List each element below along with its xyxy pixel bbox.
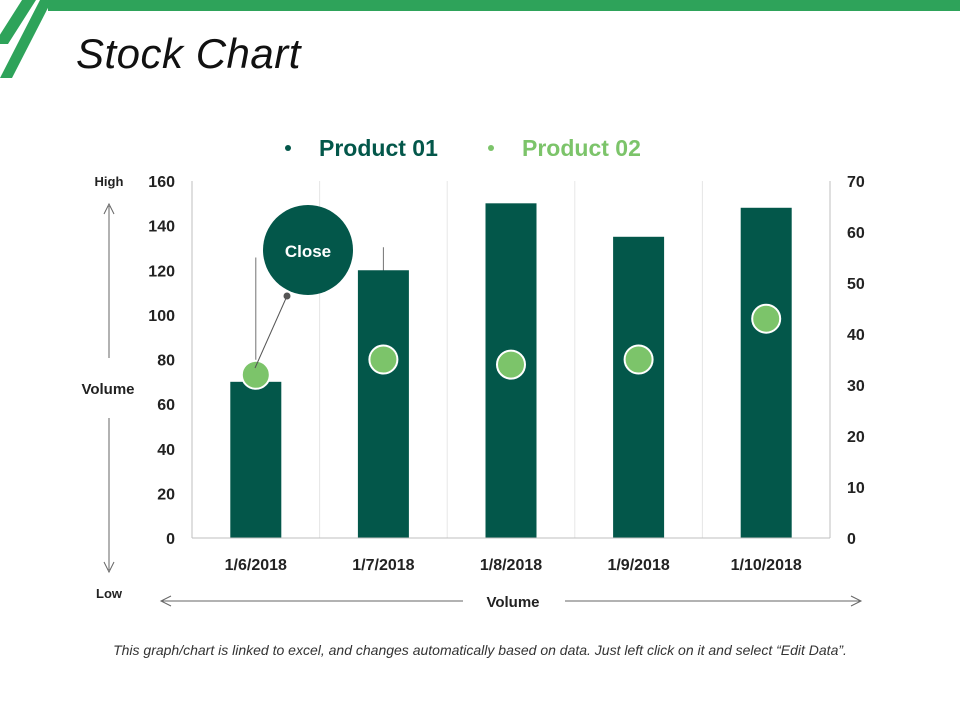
- low-arrowhead-icon: [103, 561, 115, 574]
- legend-label-product-02: Product 02: [522, 135, 641, 161]
- callout-label: Close: [285, 242, 331, 261]
- top-accent-bar: [48, 0, 960, 11]
- left-tick-label: 120: [148, 263, 175, 280]
- volume-bar: [613, 236, 665, 538]
- left-tick-label: 0: [166, 531, 175, 548]
- legend-label-product-01: Product 01: [319, 135, 438, 161]
- callout-pointer-dot: [283, 292, 291, 300]
- callout-pointer-line: [254, 295, 288, 369]
- corner-stripe-2: [0, 0, 52, 78]
- category-label: 1/7/2018: [352, 557, 414, 574]
- legend-bullet-product-02: [488, 145, 494, 151]
- right-tick-label: 60: [847, 225, 865, 242]
- left-tick-label: 80: [157, 353, 175, 370]
- left-tick-label: 100: [148, 308, 175, 325]
- volume-label-vertical: Volume: [81, 381, 134, 398]
- volume-arrowhead-right-icon: [850, 595, 863, 607]
- volume-bar: [740, 207, 792, 538]
- volume-label-horizontal: Volume: [486, 594, 539, 611]
- right-tick-label: 20: [847, 429, 865, 446]
- category-label: 1/10/2018: [731, 557, 802, 574]
- right-tick-label: 30: [847, 378, 865, 395]
- callout-bubble: [263, 205, 353, 295]
- right-tick-label: 50: [847, 276, 865, 293]
- left-tick-label: 160: [148, 174, 175, 191]
- volume-bar: [357, 270, 409, 538]
- close-marker: [623, 344, 654, 375]
- category-label: 1/8/2018: [480, 557, 542, 574]
- close-marker: [240, 359, 271, 390]
- legend-bullet-product-01: [285, 145, 291, 151]
- left-tick-label: 60: [157, 397, 175, 414]
- legend: Product 01 Product 02: [285, 135, 641, 161]
- left-tick-label: 20: [157, 486, 175, 503]
- low-label: Low: [96, 586, 123, 601]
- category-label: 1/9/2018: [607, 557, 669, 574]
- volume-bar: [230, 381, 282, 538]
- footnote: This graph/chart is linked to excel, and…: [113, 642, 847, 658]
- corner-stripe-1: [0, 0, 36, 44]
- high-label: High: [95, 174, 124, 189]
- right-tick-label: 10: [847, 480, 865, 497]
- page-title: Stock Chart: [76, 30, 301, 77]
- right-tick-label: 70: [847, 174, 865, 191]
- high-arrowhead-icon: [103, 202, 115, 215]
- close-marker: [496, 349, 526, 380]
- volume-arrowhead-left-icon: [159, 595, 172, 607]
- left-tick-label: 40: [157, 442, 175, 459]
- right-tick-label: 40: [847, 327, 865, 344]
- close-marker: [368, 344, 399, 375]
- right-tick-label: 0: [847, 531, 856, 548]
- close-callout: Close: [254, 205, 353, 369]
- close-marker: [751, 303, 782, 334]
- category-label: 1/6/2018: [225, 557, 287, 574]
- left-tick-label: 140: [148, 219, 175, 236]
